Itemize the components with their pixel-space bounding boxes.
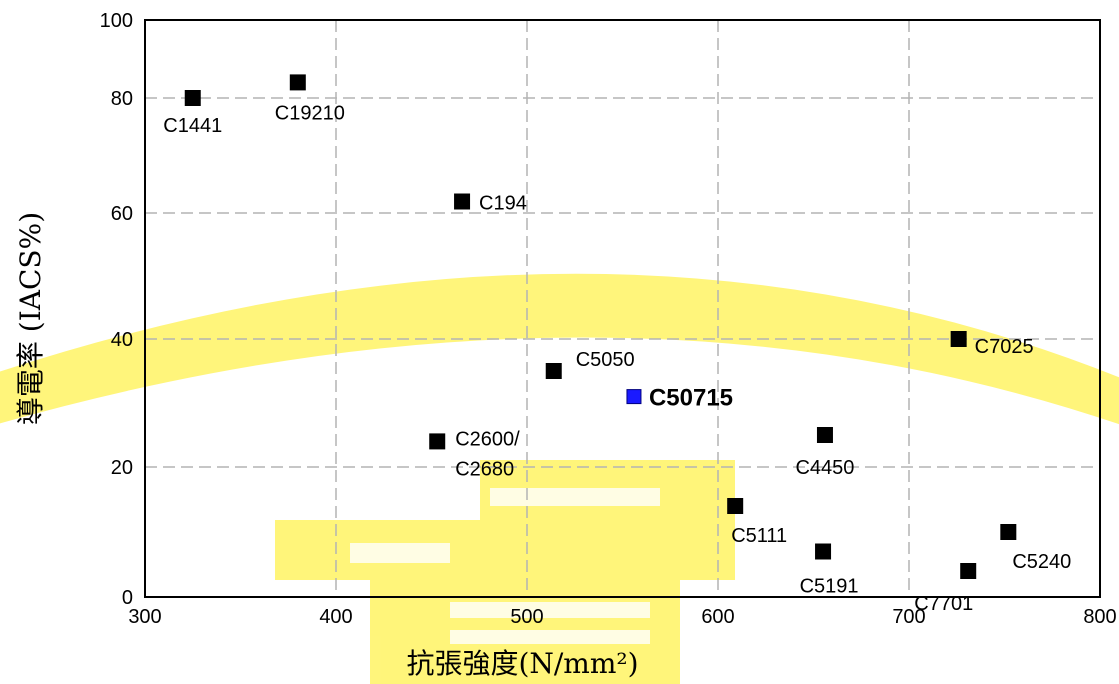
data-point-label: C4450: [795, 457, 854, 479]
x-tick-label: 500: [510, 606, 543, 628]
data-points: C1441 C19210 C194 C5050 C50715 C2600/C2680 C70…: [163, 74, 1071, 615]
y-tick-label: 100: [100, 10, 133, 32]
data-point-marker: [545, 363, 562, 379]
y-tick-label: 60: [111, 203, 133, 225]
data-point-marker: [429, 433, 446, 450]
data-point-marker: [1000, 524, 1017, 540]
y-axis-ticks: 0 20 40 60 80 100: [100, 10, 133, 609]
data-point-label: C5111: [731, 525, 787, 547]
data-point-marker: [727, 498, 744, 514]
y-tick-label: 20: [111, 457, 133, 479]
data-point-label: C5050: [576, 349, 635, 371]
watermark-arc: [0, 273, 1119, 425]
x-tick-label: 600: [701, 606, 734, 628]
data-point-label: C1441: [163, 115, 222, 137]
x-tick-label: 300: [128, 606, 161, 628]
grid-lines: [145, 20, 1100, 597]
data-point-marker: [815, 543, 832, 560]
x-tick-label: 800: [1083, 606, 1116, 628]
y-axis-label: 導電率 (IACS%): [14, 212, 47, 425]
data-point-label: C19210: [275, 102, 345, 124]
data-point-label: C7025: [975, 336, 1034, 358]
data-point-label: C5240: [1012, 551, 1071, 573]
watermark-logo: [0, 273, 1119, 684]
y-tick-label: 0: [122, 587, 133, 609]
x-tick-label: 400: [319, 606, 352, 628]
data-point-label: C7701: [914, 593, 973, 615]
x-tick-label: 700: [892, 606, 925, 628]
x-axis-ticks: 300 400 500 600 700 800: [128, 606, 1116, 628]
x-axis-label: 抗張強度(N/mm²): [406, 647, 638, 680]
data-point-marker: [289, 74, 306, 91]
y-tick-label: 80: [111, 88, 133, 110]
data-point-label: C2600/C2680: [455, 428, 520, 480]
data-point-marker: [454, 193, 471, 210]
data-point-marker: [950, 331, 967, 347]
data-point-marker: [626, 389, 642, 405]
data-point-label: C50715: [649, 385, 733, 412]
watermark-emblem: [275, 460, 735, 684]
plot-frame: [144, 19, 1101, 598]
data-point-label: C5191: [800, 576, 859, 598]
y-tick-label: 40: [111, 329, 133, 351]
data-point-marker: [960, 563, 977, 579]
data-point-marker: [184, 90, 201, 106]
data-point-marker: [816, 427, 833, 443]
data-point-label: C194: [479, 193, 527, 215]
